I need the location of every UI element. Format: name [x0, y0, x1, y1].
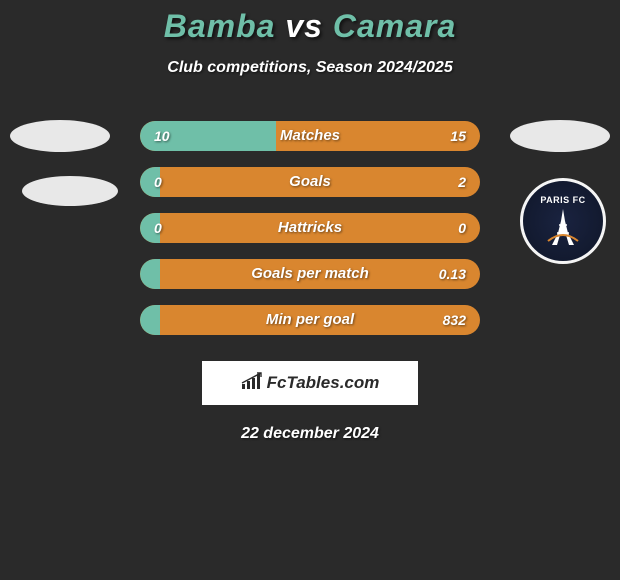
stat-row: 0Hattricks0	[140, 213, 480, 243]
club-badge-label: PARIS FC	[540, 195, 585, 205]
stat-value-right: 0.13	[425, 259, 480, 289]
stat-label: Hattricks	[140, 213, 480, 243]
stat-value-right: 2	[444, 167, 480, 197]
title-player2: Camara	[333, 8, 456, 44]
stat-label: Goals	[140, 167, 480, 197]
generation-date: 22 december 2024	[0, 425, 620, 443]
player1-avatar-placeholder	[10, 120, 110, 152]
brand-label: FcTables.com	[267, 373, 380, 393]
stat-value-right: 832	[429, 305, 480, 335]
stat-value-right: 0	[444, 213, 480, 243]
bar-chart-icon	[241, 372, 263, 395]
title-player1: Bamba	[164, 8, 276, 44]
stat-value-right: 15	[436, 121, 480, 151]
title-vs: vs	[285, 8, 323, 44]
eiffel-tower-icon	[543, 207, 583, 247]
page-title: Bamba vs Camara	[0, 8, 620, 45]
stat-label: Matches	[140, 121, 480, 151]
player1-club-placeholder	[22, 176, 118, 206]
subtitle: Club competitions, Season 2024/2025	[0, 59, 620, 77]
stats-container: 10Matches150Goals20Hattricks0Goals per m…	[140, 121, 480, 335]
player2-avatar-placeholder	[510, 120, 610, 152]
stat-row: Goals per match0.13	[140, 259, 480, 289]
header: Bamba vs Camara Club competitions, Seaso…	[0, 0, 620, 77]
stat-row: 10Matches15	[140, 121, 480, 151]
stat-row: Min per goal832	[140, 305, 480, 335]
brand-box: FcTables.com	[202, 361, 418, 405]
stat-row: 0Goals2	[140, 167, 480, 197]
player2-club-badge: PARIS FC	[520, 178, 606, 264]
